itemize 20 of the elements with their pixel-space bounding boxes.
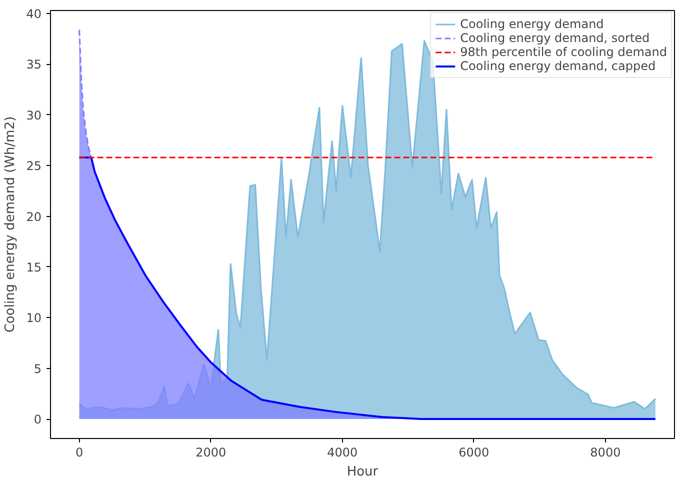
y-tick-label: 20 (26, 210, 42, 224)
y-tick-label: 35 (26, 58, 42, 72)
x-axis-title: Hour (346, 464, 379, 480)
y-tick-label: 30 (26, 108, 42, 122)
legend-label: Cooling energy demand (460, 17, 604, 31)
x-tick-label: 6000 (458, 446, 490, 460)
y-tick-label: 15 (26, 260, 42, 274)
legend-label: 98th percentile of cooling demand (460, 45, 667, 59)
y-tick-label: 0 (34, 412, 42, 427)
y-tick-label: 5 (34, 362, 42, 376)
y-tick-label: 25 (26, 159, 42, 174)
legend-label: Cooling energy demand, sorted (460, 31, 650, 45)
x-tick-label: 8000 (590, 446, 621, 460)
x-tick-label: 0 (75, 446, 84, 460)
legend-label: Cooling energy demand, capped (460, 59, 656, 73)
y-tick-label: 40 (26, 7, 42, 22)
x-tick-label: 2000 (196, 446, 226, 460)
x-tick-label: 4000 (327, 446, 358, 460)
y-axis-title: Cooling energy demand (Wh/m2) (3, 116, 18, 333)
y-tick-label: 10 (26, 311, 42, 326)
